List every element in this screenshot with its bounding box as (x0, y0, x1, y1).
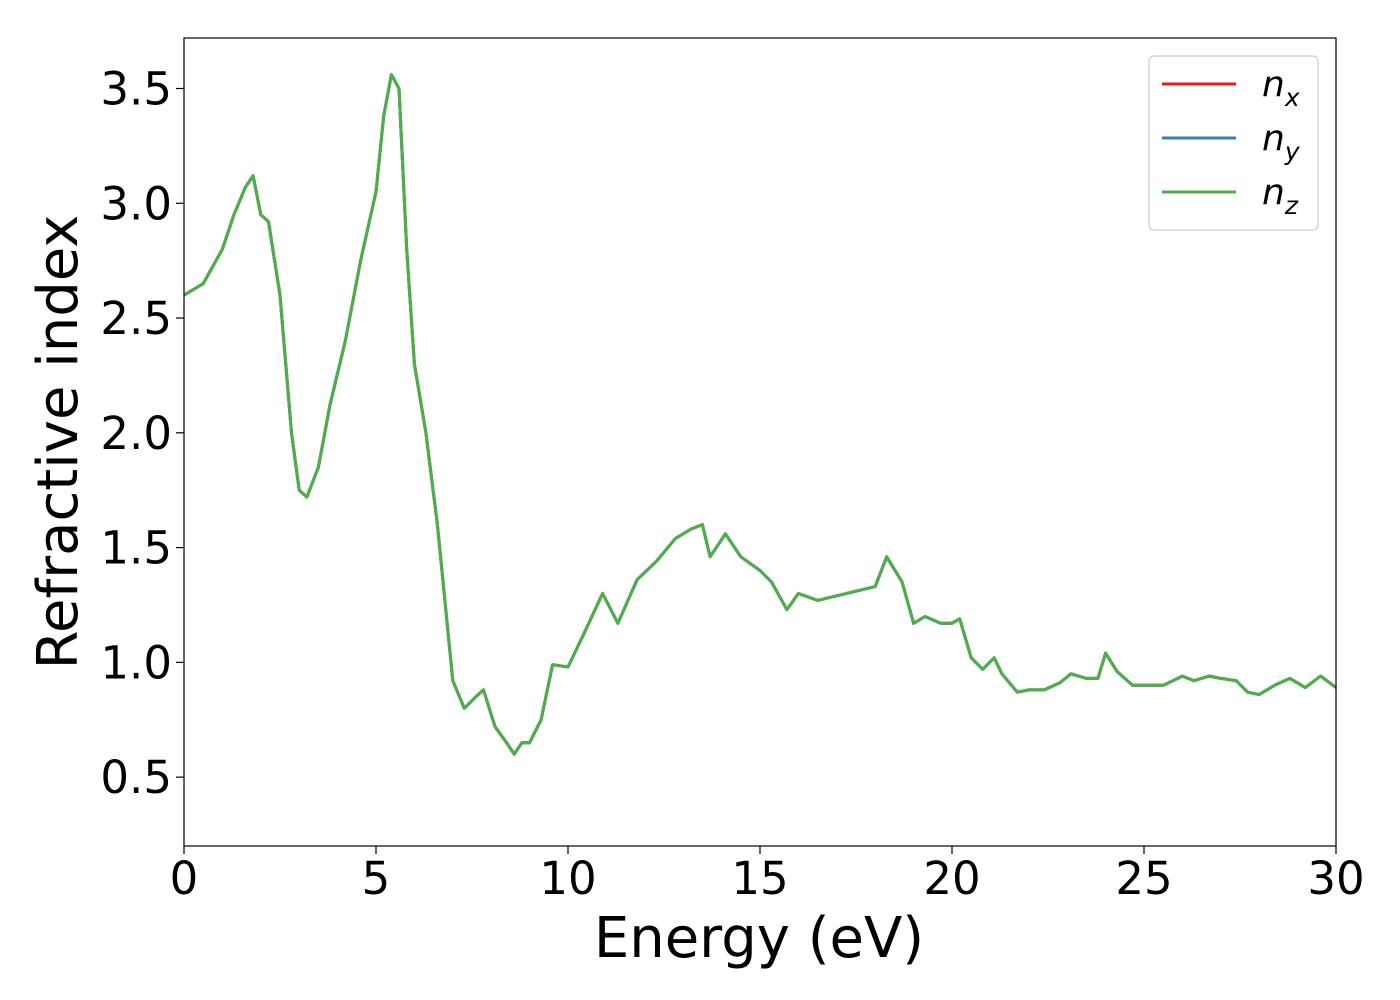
y-tick-label: 2.5 (100, 292, 172, 345)
x-tick-label: 25 (1115, 852, 1172, 905)
legend-label-nz: nz (1262, 172, 1299, 220)
x-tick-label: 15 (731, 852, 788, 905)
y-tick-label: 3.0 (100, 177, 172, 230)
y-axis-ticks: 0.5 1.0 1.5 2.0 2.5 3.0 3.5 (100, 63, 184, 804)
y-tick-label: 1.5 (100, 522, 172, 575)
x-axis-label: Energy (eV) (594, 906, 924, 971)
y-tick-label: 2.0 (100, 407, 172, 460)
y-tick-label: 0.5 (100, 751, 172, 804)
y-tick-label: 1.0 (100, 636, 172, 689)
series-line-nz (183, 73, 1337, 756)
x-tick-label: 20 (923, 852, 980, 905)
x-tick-label: 0 (170, 852, 199, 905)
x-tick-label: 10 (539, 852, 596, 905)
x-tick-label: 5 (362, 852, 391, 905)
y-axis-label: Refractive index (26, 215, 91, 670)
y-tick-label: 3.5 (100, 63, 172, 116)
legend-box (1148, 55, 1319, 231)
x-tick-label: 30 (1307, 852, 1364, 905)
x-axis-ticks: 0 5 10 15 20 25 30 (170, 846, 1365, 905)
